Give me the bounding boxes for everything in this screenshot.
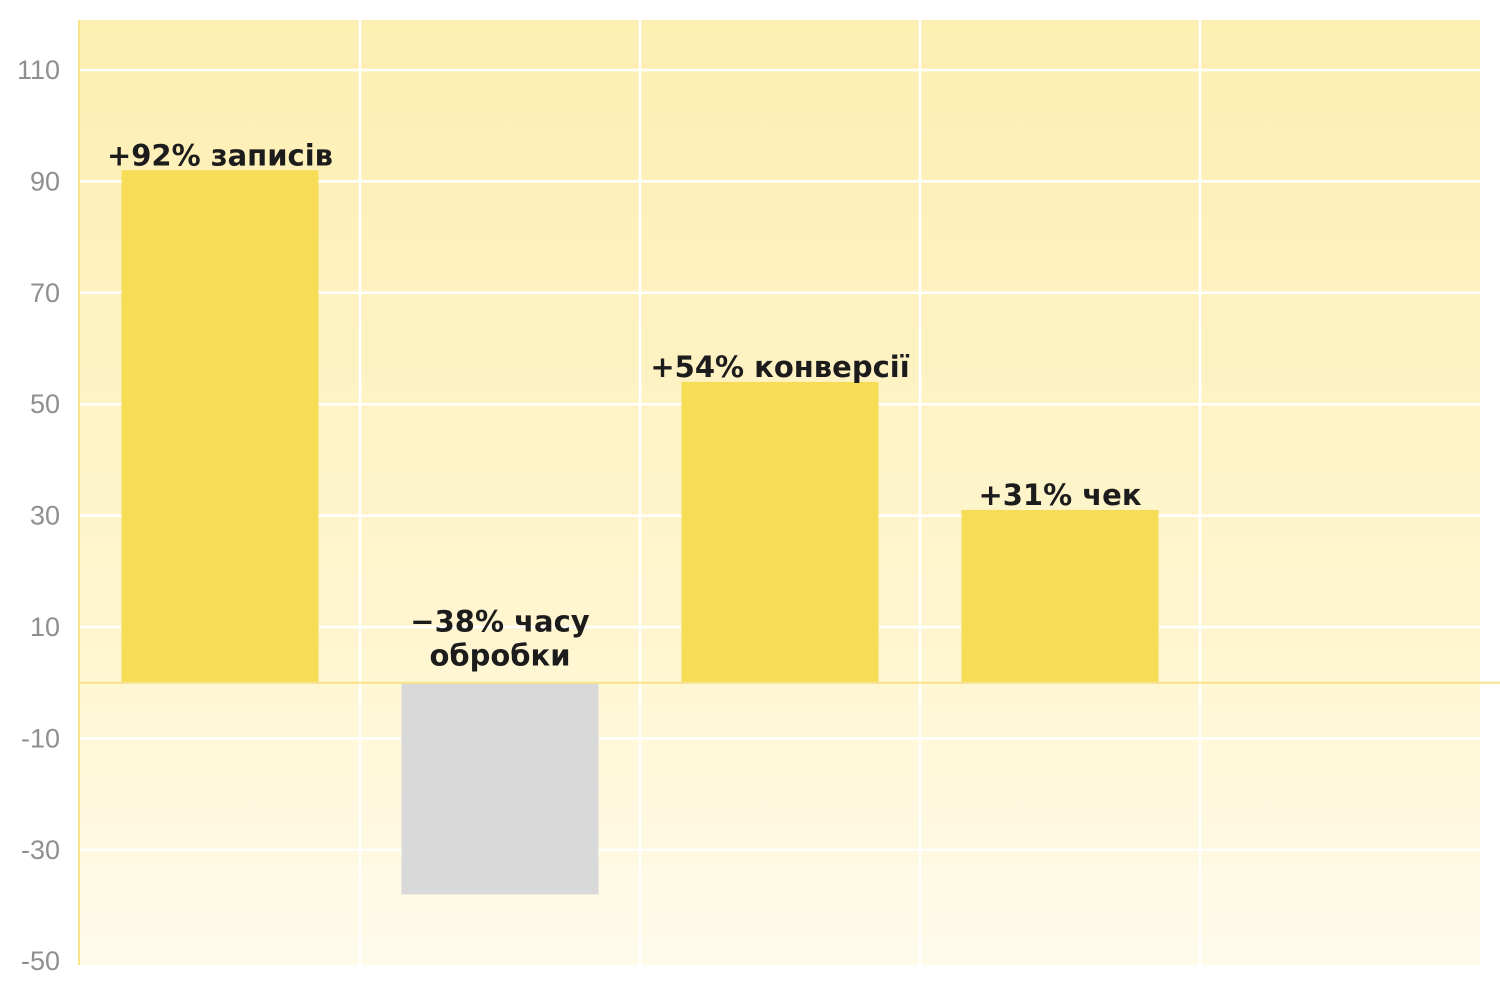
y-tick-label: -30 (21, 835, 60, 865)
data-label-4: +31% чек (978, 478, 1141, 512)
bar-4 (961, 510, 1159, 683)
bar-2 (401, 682, 599, 895)
y-axis-ticks: 110 90 70 50 30 10 -10 -30 -50 (17, 55, 60, 976)
data-label-2: обробки (429, 639, 570, 673)
y-tick-label: 110 (17, 55, 60, 85)
y-tick-label: 50 (30, 389, 60, 419)
bars (121, 170, 1159, 895)
bar-1 (121, 170, 319, 683)
y-tick-label: 90 (30, 166, 60, 196)
data-label-2: −38% часу (410, 605, 589, 639)
bar-3 (681, 381, 879, 683)
axes (78, 20, 1500, 965)
data-label-1: +92% записів (107, 138, 333, 172)
data-label-3: +54% конверсії (650, 350, 909, 384)
y-tick-label: 70 (30, 278, 60, 308)
y-tick-label: 30 (30, 501, 60, 531)
y-tick-label: 10 (30, 612, 60, 642)
y-tick-label: -50 (21, 946, 60, 976)
y-tick-label: -10 (21, 723, 60, 753)
